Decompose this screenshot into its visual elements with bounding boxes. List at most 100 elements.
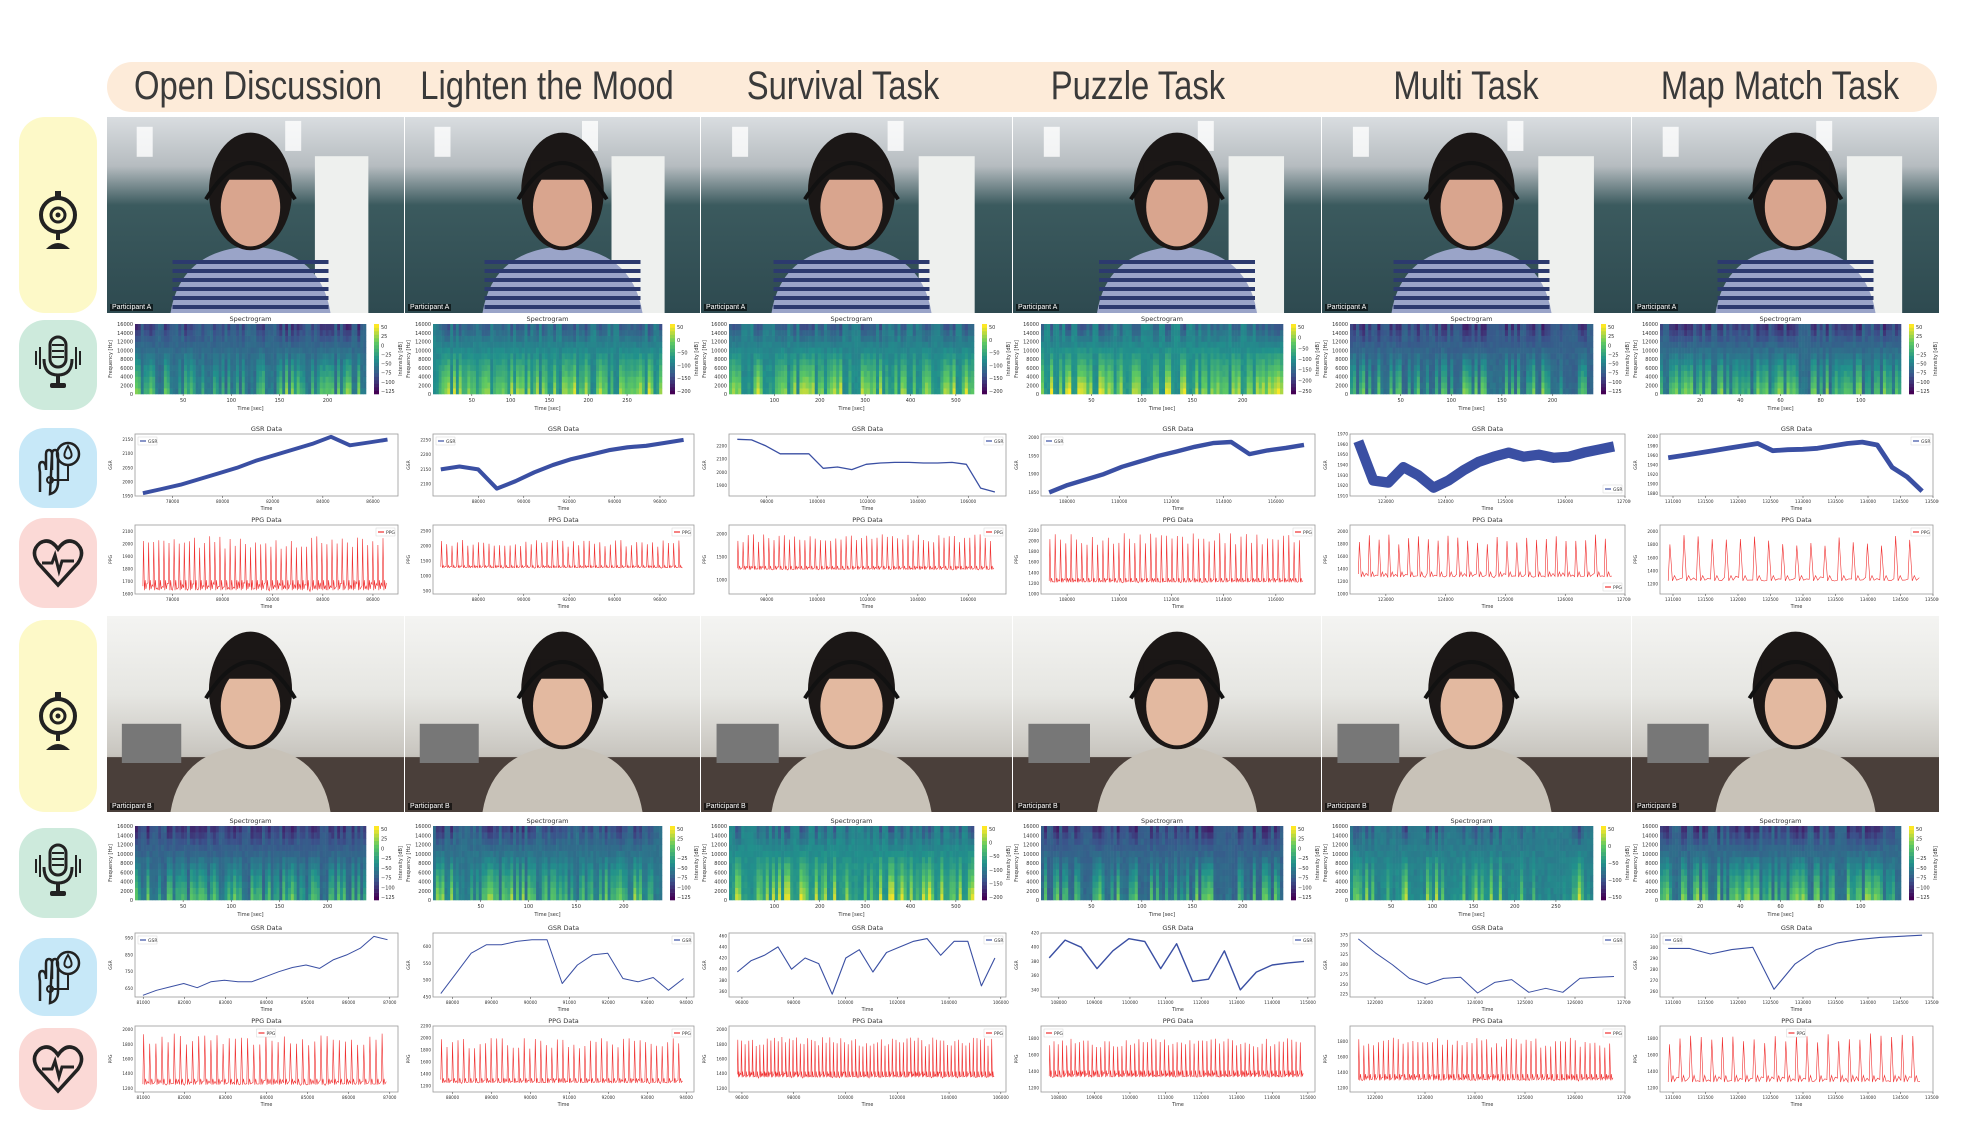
spectrogram-cell [345, 382, 349, 389]
spectrogram-cell [259, 329, 263, 336]
spectrogram-cell [262, 353, 266, 360]
spectrogram-cell [1110, 359, 1114, 366]
spectrogram-cell [1219, 376, 1223, 383]
spectrogram-cell [1074, 329, 1078, 336]
spectrogram-cell [244, 382, 248, 389]
spectrogram-cell [296, 376, 300, 383]
spectrogram-cell [842, 382, 846, 389]
spectrogram-cell [181, 324, 185, 331]
spectrogram-cell [1395, 329, 1399, 336]
spectrogram-cell [1507, 388, 1512, 395]
spectrogram-cell [1107, 370, 1111, 377]
spectrogram-cell [866, 324, 871, 331]
colorbar-tick-label: 0 [1298, 336, 1301, 342]
spectrogram-cell [510, 353, 514, 360]
spectrogram-cell [1077, 359, 1081, 366]
spectrogram-cell [796, 388, 800, 395]
spectrogram-cell [921, 382, 926, 389]
spectrogram-cell [823, 329, 828, 336]
participant-video-still [434, 120, 665, 313]
spectrogram-cell [814, 364, 819, 371]
spectrogram-cell [259, 370, 263, 377]
spectrogram-cell [1395, 376, 1399, 383]
spectrogram-cell [964, 388, 969, 395]
spectrogram-cell [781, 370, 785, 377]
spectrogram-cell [872, 359, 877, 366]
y-tick-label: 14000 [711, 331, 727, 337]
spectrogram-cell [1149, 359, 1154, 366]
spectrogram-cell [915, 341, 920, 348]
spectrogram-cell [735, 329, 739, 336]
spectrogram-cell [1116, 359, 1120, 366]
spectrogram-cell [1507, 335, 1512, 342]
spectrogram-cell [799, 370, 803, 377]
spectrogram-cell [641, 359, 646, 366]
spectrogram-cell [561, 329, 565, 336]
spectrogram-cell [848, 388, 852, 395]
x-tick-label: 100 [506, 398, 516, 404]
spectrogram-cell [744, 341, 748, 348]
spectrogram-cell [1180, 359, 1184, 366]
spectrogram-cell [484, 370, 488, 377]
task-label-multi-task: Multi Task [1393, 64, 1539, 108]
spectrogram-cell [1216, 388, 1220, 395]
spectrogram-cell [262, 341, 266, 348]
spectrogram-cell [891, 388, 895, 395]
spectrogram-cell [550, 376, 554, 383]
spectrogram-cell [946, 364, 950, 371]
spectrogram-cell [729, 324, 733, 331]
spectrogram-cell [659, 382, 663, 389]
spectrogram-cell [578, 382, 583, 389]
spectrogram-cell [1074, 359, 1078, 366]
spectrogram-cell [1186, 376, 1190, 383]
spectrogram-cell [799, 353, 803, 360]
spectrogram-cell [536, 359, 540, 366]
spectrogram-cell [1486, 382, 1491, 389]
spectrogram-cell [1065, 370, 1069, 377]
spectrogram-cell [624, 382, 628, 389]
spectrogram-cell [1447, 382, 1451, 389]
spectrogram-cell [915, 359, 920, 366]
spectrogram-cell [1168, 370, 1172, 377]
spectrogram-cell [854, 382, 858, 389]
spectrogram-cell [1353, 353, 1357, 360]
spectrogram-cell [1386, 329, 1390, 336]
spectrogram-cell [1101, 376, 1105, 383]
spectrogram-cell [906, 329, 910, 336]
spectrogram-cell [836, 335, 840, 342]
spectrogram-cell [879, 329, 883, 336]
spectrogram-cell [928, 347, 932, 354]
spectrogram-cell [891, 376, 895, 383]
spectrogram-cell [863, 329, 868, 336]
spectrogram-cell [1092, 324, 1096, 331]
spectrogram-cell [1453, 359, 1457, 366]
colorbar-segment [374, 334, 379, 339]
y-tick-label: 8000 [120, 357, 133, 363]
spectrogram-cell [453, 388, 457, 395]
spectrogram-cell [455, 329, 460, 336]
spectrogram-cell [302, 329, 306, 336]
spectrogram-cell [593, 359, 597, 366]
spectrogram-cell [750, 324, 754, 331]
y-tick-label: 2000 [716, 532, 727, 537]
spectrogram-cell [1517, 364, 1521, 371]
spectrogram-cell [1158, 329, 1163, 336]
spectrogram-cell [784, 382, 788, 389]
spectrogram-cell [1068, 335, 1072, 342]
spectrogram-cell [1192, 324, 1196, 331]
spectrogram-cell [1089, 324, 1093, 331]
spectrogram-cell [811, 364, 816, 371]
spectrogram-cell [630, 347, 634, 354]
y-tick-label: 1900 [122, 554, 133, 559]
spectrogram-cell [650, 364, 654, 371]
spectrogram-cell [204, 382, 208, 389]
spectrogram-cell [1137, 364, 1142, 371]
x-tick-label: 100 [770, 398, 780, 404]
spectrogram-cell [461, 364, 465, 371]
spectrogram-cell [473, 353, 477, 360]
spectrogram-cell [518, 359, 523, 366]
spectrogram-cell [181, 376, 185, 383]
spectrogram-cell [238, 382, 243, 389]
